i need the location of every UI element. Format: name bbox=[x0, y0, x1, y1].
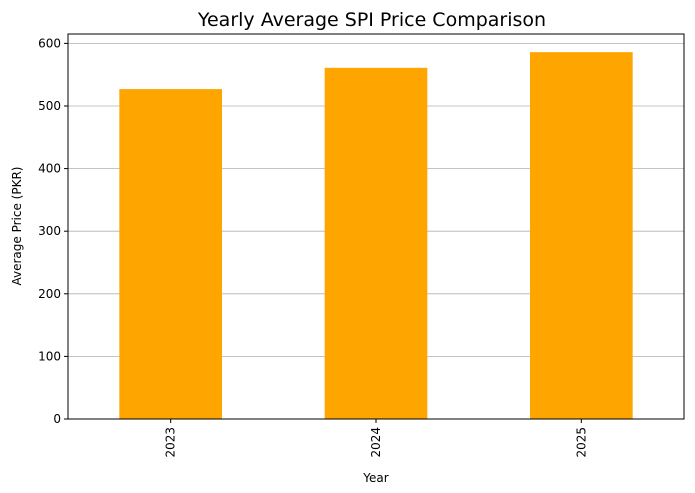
y-tick-label-100: 100 bbox=[38, 349, 61, 363]
x-tick-label-2025: 2025 bbox=[574, 427, 588, 458]
bar-2025 bbox=[530, 52, 633, 419]
y-tick-label-600: 600 bbox=[38, 36, 61, 50]
x-tick-label-2023: 2023 bbox=[164, 427, 178, 458]
x-axis-label: Year bbox=[362, 471, 388, 485]
bars bbox=[119, 52, 633, 420]
x-axis-ticks: 2023 2024 2025 bbox=[164, 419, 588, 458]
x-tick-label-2024: 2024 bbox=[369, 427, 383, 458]
y-tick-label-500: 500 bbox=[38, 99, 61, 113]
y-tick-label-200: 200 bbox=[38, 287, 61, 301]
y-tick-label-300: 300 bbox=[38, 224, 61, 238]
y-axis-label: Average Price (PKR) bbox=[10, 167, 24, 286]
y-axis-ticks: 0 100 200 300 400 500 600 bbox=[38, 36, 68, 426]
chart-title: Yearly Average SPI Price Comparison bbox=[197, 9, 546, 31]
y-tick-label-0: 0 bbox=[53, 412, 61, 426]
bar-2023 bbox=[119, 89, 222, 420]
bar-2024 bbox=[324, 67, 428, 420]
y-tick-label-400: 400 bbox=[38, 162, 61, 176]
